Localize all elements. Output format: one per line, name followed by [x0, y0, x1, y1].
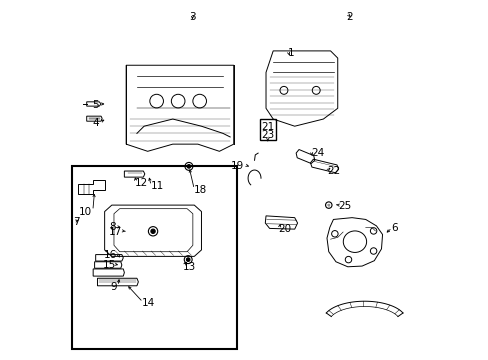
Bar: [260, 119, 275, 140]
Circle shape: [151, 229, 155, 233]
Bar: [72, 166, 237, 348]
Circle shape: [187, 165, 190, 168]
Text: 2: 2: [346, 12, 353, 22]
Text: 18: 18: [193, 185, 206, 195]
Text: 20: 20: [278, 225, 291, 234]
Text: 17: 17: [108, 227, 122, 237]
Text: 8: 8: [108, 222, 115, 232]
Text: 19: 19: [231, 161, 244, 171]
Text: 4: 4: [92, 118, 99, 128]
Text: 9: 9: [110, 282, 117, 292]
Text: 1: 1: [287, 48, 294, 58]
Text: 22: 22: [326, 166, 340, 176]
Text: 23: 23: [261, 130, 274, 140]
Text: 7: 7: [73, 217, 80, 227]
Text: 25: 25: [338, 201, 351, 211]
Text: 24: 24: [310, 148, 324, 158]
Text: 6: 6: [391, 224, 397, 233]
Text: 3: 3: [189, 12, 195, 22]
Text: 5: 5: [92, 100, 99, 110]
Text: 12: 12: [135, 178, 148, 188]
Text: 14: 14: [142, 298, 155, 308]
Text: 11: 11: [150, 181, 163, 192]
Circle shape: [186, 258, 190, 261]
Text: 21: 21: [261, 122, 274, 132]
Text: 13: 13: [183, 262, 196, 272]
Text: 16: 16: [104, 249, 117, 260]
Text: 15: 15: [102, 260, 116, 270]
Text: 10: 10: [79, 207, 92, 217]
